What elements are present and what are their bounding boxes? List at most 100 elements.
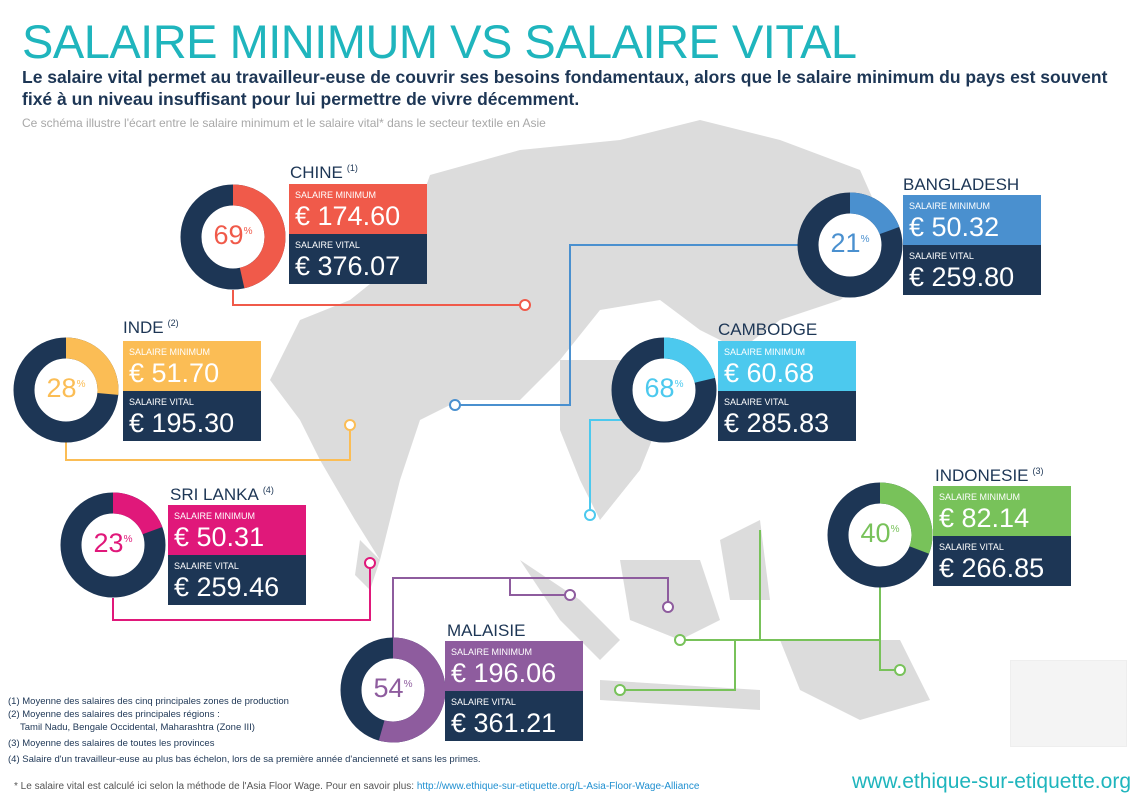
percent-label: 21%: [810, 228, 890, 259]
footer-link[interactable]: http://www.ethique-sur-etiquette.org/L-A…: [416, 781, 700, 792]
donut-min-arc: [13, 337, 119, 443]
living-wage-label: SALAIRE VITAL: [451, 697, 516, 707]
min-wage-value: € 50.31: [174, 522, 265, 552]
page-title: SALAIRE MINIMUM VS SALAIRE VITAL: [22, 15, 857, 68]
donut-min-arc: [180, 184, 286, 290]
living-wage: SALAIRE VITAL € 285.83: [718, 391, 856, 441]
country-label: SRI LANKA: [170, 485, 259, 504]
living-wage: SALAIRE VITAL € 266.85: [933, 536, 1071, 586]
min-wage: SALAIRE MINIMUM € 50.31: [168, 505, 306, 555]
min-wage: SALAIRE MINIMUM € 50.32: [903, 195, 1041, 245]
living-wage-label: SALAIRE VITAL: [174, 561, 239, 571]
living-wage-label: SALAIRE VITAL: [909, 251, 974, 261]
country-name: INDE (2): [123, 318, 179, 338]
living-wage: SALAIRE VITAL € 259.80: [903, 245, 1041, 295]
country-label: BANGLADESH: [903, 175, 1020, 194]
percent-label: 28%: [26, 373, 106, 404]
min-wage: SALAIRE MINIMUM € 174.60: [289, 184, 427, 234]
min-wage-label: SALAIRE MINIMUM: [295, 190, 377, 200]
min-wage-label: SALAIRE MINIMUM: [174, 511, 256, 521]
min-wage: SALAIRE MINIMUM € 196.06: [445, 641, 583, 691]
percent-sign: %: [860, 234, 870, 245]
percent-value: 40: [860, 518, 891, 548]
country-label: CAMBODGE: [718, 320, 818, 339]
percent-label: 68%: [624, 373, 704, 404]
donut-min-arc: [797, 192, 903, 298]
map-landmass: [270, 120, 930, 720]
country-name: CHINE (1): [290, 163, 358, 183]
percent-label: 23%: [73, 528, 153, 559]
percent-sign: %: [674, 379, 684, 390]
wage-donut: [180, 184, 286, 290]
country-name: SRI LANKA (4): [170, 485, 274, 505]
living-wage-value: € 259.46: [174, 572, 280, 602]
percent-sign: %: [243, 226, 253, 237]
percent-sign: %: [403, 679, 413, 690]
footnote-ref: (2): [167, 318, 179, 329]
footnote-ref: (3): [1032, 466, 1044, 477]
min-wage-label: SALAIRE MINIMUM: [909, 201, 991, 211]
living-wage-label: SALAIRE VITAL: [724, 397, 789, 407]
living-wage: SALAIRE VITAL € 259.46: [168, 555, 306, 605]
donut-min-arc: [60, 492, 166, 598]
percent-value: 21: [830, 228, 861, 258]
footnote-ref: (4): [262, 485, 274, 496]
wage-box: SALAIRE MINIMUM € 50.31 SALAIRE VITAL € 25…: [168, 505, 306, 605]
min-wage-label: SALAIRE MINIMUM: [129, 347, 211, 357]
living-wage-value: € 266.85: [939, 553, 1045, 583]
living-wage: SALAIRE VITAL € 361.21: [445, 691, 583, 741]
wage-donut: [60, 492, 166, 598]
country-name: BANGLADESH: [903, 175, 1023, 195]
living-wage-value: € 195.30: [129, 408, 235, 438]
country-name: INDONESIE (3): [935, 466, 1044, 486]
percent-value: 69: [213, 220, 244, 250]
wage-box: SALAIRE MINIMUM € 50.32 SALAIRE VITAL € 25…: [903, 195, 1041, 295]
living-wage: SALAIRE VITAL € 376.07: [289, 234, 427, 284]
min-wage: SALAIRE MINIMUM € 51.70: [123, 341, 261, 391]
footer-note: * Le salaire vital est calculé ici selon…: [14, 781, 699, 792]
percent-label: 54%: [353, 673, 433, 704]
subtitle: Ce schéma illustre l'écart entre le sala…: [22, 116, 546, 130]
footer-text: * Le salaire vital est calculé ici selon…: [14, 781, 415, 792]
wage-donut: [13, 337, 119, 443]
min-wage-label: SALAIRE MINIMUM: [451, 647, 533, 657]
footnote-ref: (1): [346, 163, 358, 174]
min-wage-value: € 174.60: [295, 201, 401, 231]
country-name: CAMBODGE: [718, 320, 821, 340]
infographic-thumbnail: [1010, 660, 1127, 747]
site-url[interactable]: www.ethique-sur-etiquette.org: [852, 770, 1131, 793]
wage-box: SALAIRE MINIMUM € 60.68 SALAIRE VITAL € 28…: [718, 341, 856, 441]
min-wage-value: € 196.06: [451, 658, 557, 688]
donut-min-arc: [340, 637, 446, 743]
country-label: INDONESIE: [935, 466, 1029, 485]
min-wage-label: SALAIRE MINIMUM: [939, 492, 1021, 502]
living-wage-value: € 259.80: [909, 262, 1015, 292]
living-wage: SALAIRE VITAL € 195.30: [123, 391, 261, 441]
wage-donut: [797, 192, 903, 298]
wage-box: SALAIRE MINIMUM € 82.14 SALAIRE VITAL € 26…: [933, 486, 1071, 586]
footnote: (4) Salaire d'un travailleur-euse au plu…: [8, 754, 481, 765]
min-wage: SALAIRE MINIMUM € 82.14: [933, 486, 1071, 536]
min-wage-value: € 82.14: [939, 503, 1030, 533]
living-wage-value: € 376.07: [295, 251, 401, 281]
min-wage: SALAIRE MINIMUM € 60.68: [718, 341, 856, 391]
percent-label: 69%: [193, 220, 273, 251]
footnote: (2) Moyenne des salaires des principales…: [8, 709, 220, 720]
percent-label: 40%: [840, 518, 920, 549]
country-label: INDE: [123, 318, 164, 337]
location-markers: [344, 299, 906, 696]
min-wage-value: € 60.68: [724, 358, 815, 388]
percent-sign: %: [890, 524, 900, 535]
country-name: MALAISIE: [447, 621, 529, 641]
wage-box: SALAIRE MINIMUM € 174.60 SALAIRE VITAL € 3…: [289, 184, 427, 284]
percent-value: 54: [373, 673, 404, 703]
living-wage-value: € 361.21: [451, 708, 557, 738]
living-wage-label: SALAIRE VITAL: [295, 240, 360, 250]
wage-donut: [611, 337, 717, 443]
country-label: MALAISIE: [447, 621, 526, 640]
percent-sign: %: [76, 379, 86, 390]
wage-donut: [340, 637, 446, 743]
min-wage-label: SALAIRE MINIMUM: [724, 347, 806, 357]
